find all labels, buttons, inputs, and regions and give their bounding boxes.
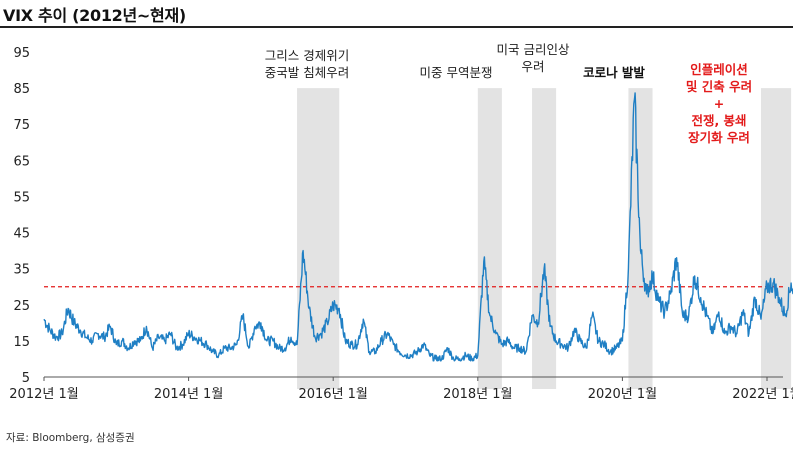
vix-series-line	[43, 92, 793, 362]
y-axis: 5 15 25 35 45 55 65 75 85 95	[13, 46, 30, 386]
x-tick-3: 2016년 1월	[298, 387, 367, 402]
x-tick-6: 2022년 1월	[732, 387, 793, 402]
x-tick-1: 2012년 1월	[9, 387, 78, 402]
annotation-3-line-2: 우려	[521, 59, 544, 74]
y-tick-35: 35	[13, 263, 30, 278]
y-tick-5: 5	[22, 371, 30, 386]
x-tick-5: 2020년 1월	[588, 387, 657, 402]
shaded-period-3	[532, 88, 557, 389]
shaded-period-2	[477, 88, 502, 389]
chart-title: VIX 추이 (2012년~현재)	[3, 6, 186, 25]
annotation-1-line-1: 그리스 경제위기	[265, 48, 349, 63]
y-tick-25: 25	[13, 299, 30, 314]
x-axis: 2012년 1월 2014년 1월 2016년 1월 2018년 1월 2020년 1월…	[9, 376, 793, 402]
annotation-5-line-4: 전쟁, 봉쇄	[691, 113, 746, 128]
y-tick-85: 85	[13, 82, 30, 97]
y-tick-95: 95	[13, 46, 30, 61]
y-tick-65: 65	[13, 154, 30, 169]
x-tick-2: 2014년 1월	[154, 387, 223, 402]
title-divider	[0, 26, 793, 28]
annotation-3-line-1: 미국 금리인상	[497, 42, 570, 57]
annotation-1-line-2: 중국발 침체우려	[265, 65, 349, 80]
annotation-5-line-5: 장기화 우려	[688, 130, 750, 145]
y-tick-15: 15	[13, 335, 30, 350]
annotation-4-line-1: 코로나 발발	[583, 65, 645, 80]
y-tick-45: 45	[13, 227, 30, 242]
shaded-period-1	[297, 88, 340, 389]
annotation-5-line-1: 인플레이션	[690, 62, 748, 77]
y-tick-75: 75	[13, 118, 30, 133]
vix-chart: 5 15 25 35 45 55 65 75 85 95 2012년 1월 2014년 1월 2016…	[9, 42, 793, 402]
y-tick-55: 55	[13, 190, 30, 205]
shaded-period-5	[760, 88, 792, 389]
annotation-5-line-2: 및 긴축 우려	[686, 79, 752, 94]
source-note: 자료: Bloomberg, 삼성증권	[6, 432, 135, 444]
annotation-5-line-3: +	[714, 96, 724, 111]
series-layer	[43, 92, 793, 362]
x-tick-4: 2018년 1월	[443, 387, 512, 402]
annotation-2-line-1: 미중 무역분쟁	[420, 65, 493, 80]
